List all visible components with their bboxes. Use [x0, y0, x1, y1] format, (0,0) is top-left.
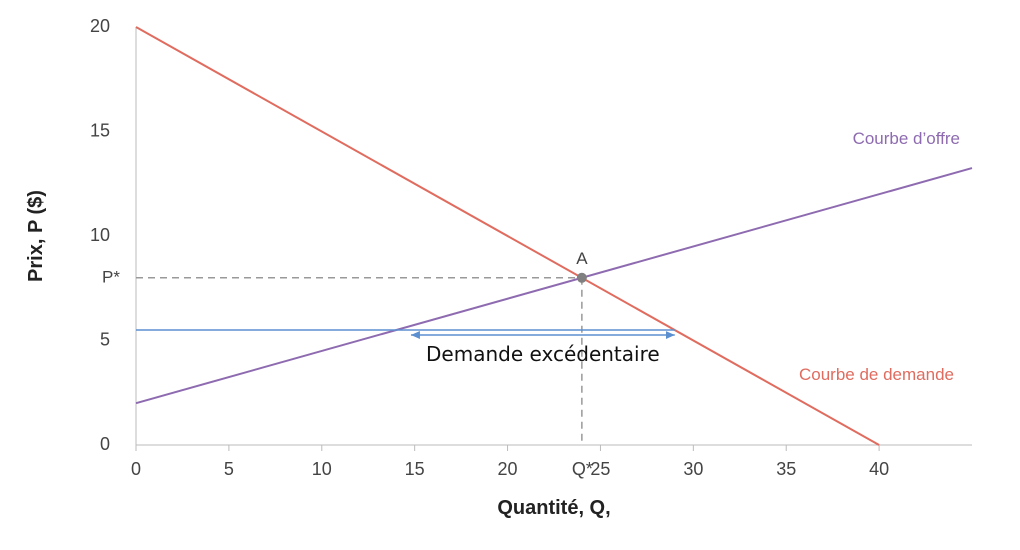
demand-curve: [135, 26, 880, 446]
y-tick-label: 10: [90, 225, 110, 245]
x-tick-label: 20: [498, 459, 518, 479]
equilibrium-point: [576, 272, 587, 283]
y-tick-label: 20: [90, 16, 110, 36]
y-ticks: 0 5 10 15 20: [90, 16, 110, 454]
q-star-label: Q*: [572, 459, 593, 479]
x-tick-label: 25: [590, 459, 610, 479]
y-axis-title: Prix, P ($): [25, 190, 47, 282]
x-tick-label: 0: [131, 459, 141, 479]
y-tick-label: 5: [100, 329, 110, 349]
x-tick-label: 35: [776, 459, 796, 479]
series: [135, 26, 973, 446]
x-tick-label: 30: [683, 459, 703, 479]
x-ticks: 0 5 10 15 20 25 30 35 40: [131, 445, 889, 479]
x-tick-label: 40: [869, 459, 889, 479]
equilibrium-label: A: [576, 249, 588, 268]
supply-curve-label: Courbe d’offre: [853, 129, 960, 148]
y-tick-label: 15: [90, 120, 110, 140]
y-tick-label: 0: [100, 434, 110, 454]
excess-demand-label: Demande excédentaire: [426, 342, 660, 366]
axes: [135, 27, 972, 446]
x-tick-label: 5: [224, 459, 234, 479]
supply-curve: [135, 167, 973, 405]
demand-curve-label: Courbe de demande: [799, 365, 954, 384]
equilibrium-guides: [136, 277, 583, 445]
x-axis-title: Quantité, Q,: [497, 497, 610, 519]
x-tick-label: 15: [405, 459, 425, 479]
x-tick-label: 10: [312, 459, 332, 479]
p-star-label: P*: [102, 267, 120, 286]
